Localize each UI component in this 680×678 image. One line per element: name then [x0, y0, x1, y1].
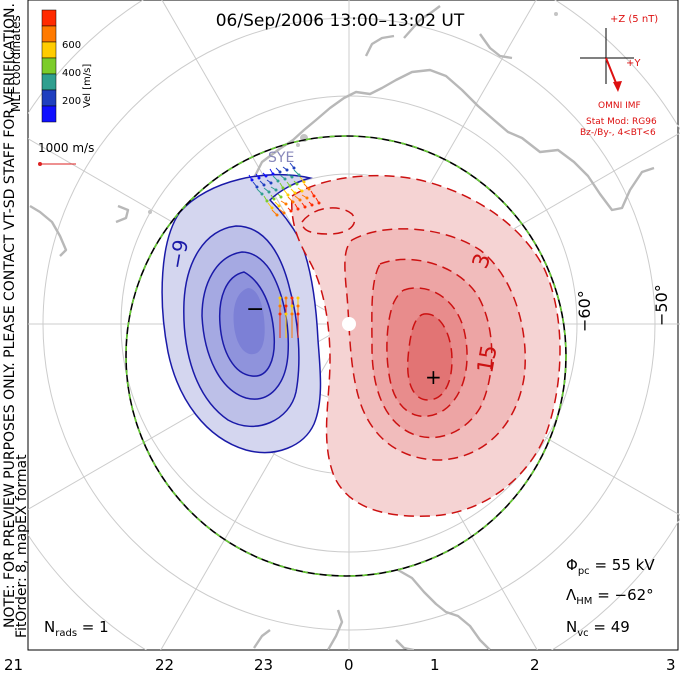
- stat-n-vc: Nvc = 49: [566, 618, 630, 639]
- velocity-vector: [279, 174, 286, 180]
- imf-clock: +Z (5 nT) +Y OMNI IMF Stat Mod: RG96 Bz-…: [580, 14, 658, 138]
- velocity-vector: [287, 196, 294, 203]
- colorbar-swatch: [41, 73, 57, 91]
- positive-contour-small: [301, 207, 356, 235]
- mlt-tick-0: 0: [344, 656, 354, 674]
- velocity-vector: [248, 174, 253, 181]
- velocity-vector: [287, 207, 292, 212]
- velocity-vector: [279, 182, 284, 189]
- velocity-vector: [290, 188, 296, 194]
- coordinates-label: MLT coordinates: [9, 15, 23, 112]
- imf-conditions: Bz-/By-, 4<BT<6: [580, 128, 656, 138]
- velocity-vector: [286, 173, 293, 178]
- reference-vector-label: 1000 m/s: [38, 141, 94, 155]
- preview-note: NOTE: FOR PREVIEW PURPOSES ONLY. PLEASE …: [2, 3, 18, 628]
- negative-contour-core: [233, 288, 265, 355]
- velocity-vector: [267, 202, 273, 209]
- velocity-vector: [299, 176, 305, 183]
- velocity-vector: [293, 169, 300, 176]
- velocity-vector: [293, 180, 298, 185]
- velocity-vector: [277, 193, 282, 198]
- velocity-vector: [301, 202, 306, 208]
- velocity-vector: [263, 187, 270, 193]
- positive-potential-cell: [291, 174, 561, 517]
- stat-phi-pc: Φpc = 55 kV: [566, 556, 655, 577]
- latitude-label-50: −50°: [652, 284, 671, 326]
- fit-note: FitOrder: 8, mapEX format: [14, 454, 30, 638]
- velocity-vector: [255, 173, 260, 179]
- imf-source: OMNI IMF: [598, 101, 641, 111]
- stats-panel: Φpc = 55 kV ΛHM = −62° Nvc = 49 Nrads = …: [44, 556, 655, 639]
- velocity-vectors: [248, 162, 321, 338]
- colorbar-swatch: [41, 89, 57, 107]
- velocity-vector: [297, 187, 303, 192]
- velocity-vector: [286, 181, 291, 187]
- colorbar-swatch: [41, 9, 57, 27]
- mlt-tick-21: 21: [4, 656, 23, 674]
- colorbar-swatch: [41, 41, 57, 59]
- velocity-vector: [272, 175, 279, 182]
- contour-label-positive-inner: 15: [473, 343, 502, 375]
- velocity-vector: [270, 186, 277, 191]
- colorbar-tick-400: 400: [62, 68, 81, 79]
- velocity-vector: [294, 203, 299, 210]
- latitude-label-60: −60°: [575, 290, 594, 332]
- velocity-vector: [301, 194, 308, 199]
- mlt-tick-2: 2: [530, 656, 540, 674]
- contour-label-negative: −9: [164, 238, 193, 271]
- velocity-colorbar: 600 400 200 Vel [m/s]: [41, 9, 93, 123]
- colorbar-tick-600: 600: [62, 40, 81, 51]
- imf-model: Stat Mod: RG96: [586, 117, 657, 127]
- velocity-vector: [283, 189, 289, 196]
- radar-label: SYE: [268, 150, 294, 166]
- velocity-vector: [252, 181, 258, 188]
- imf-bz-label: +Z (5 nT): [610, 14, 658, 25]
- plot-title: 06/Sep/2006 13:00–13:02 UT: [216, 11, 465, 31]
- colorbar-swatch: [41, 57, 57, 75]
- mlt-tick-23: 23: [254, 656, 273, 674]
- stat-n-rads: Nrads = 1: [44, 618, 109, 639]
- colorbar-label: Vel [m/s]: [82, 64, 93, 108]
- positive-contour-core: [406, 313, 453, 401]
- colorbar-swatch: [41, 25, 57, 43]
- mlt-tick-3: 3: [666, 656, 676, 674]
- velocity-vector: [270, 194, 275, 200]
- continent-outline: [29, 5, 655, 650]
- velocity-vector: [282, 166, 288, 171]
- velocity-vector: [263, 195, 268, 202]
- pole-marker: [342, 317, 356, 331]
- velocity-vector: [308, 201, 313, 206]
- velocity-vector: [303, 183, 310, 190]
- hmb-boundary-overlay: [125, 135, 567, 577]
- velocity-vector: [269, 168, 274, 175]
- min-potential-marker: −: [246, 297, 264, 322]
- velocity-vector: [274, 201, 280, 207]
- velocity-vector: [275, 167, 281, 173]
- velocity-vector: [266, 179, 272, 184]
- reference-vector: 1000 m/s: [38, 141, 94, 166]
- velocity-vector: [259, 180, 265, 186]
- imf-vector-head: [613, 81, 622, 92]
- velocity-vector: [315, 197, 320, 204]
- colorbar-swatch: [41, 105, 57, 123]
- mlt-tick-1: 1: [430, 656, 440, 674]
- velocity-vector: [271, 209, 278, 216]
- velocity-vector: [280, 200, 287, 205]
- colorbar-tick-200: 200: [62, 96, 81, 107]
- stat-lambda-hm: ΛHM = −62°: [566, 586, 654, 607]
- velocity-vector: [310, 190, 315, 197]
- velocity-vector: [294, 195, 301, 201]
- velocity-vector: [256, 188, 263, 195]
- plot-frame: [27, 0, 679, 651]
- velocity-vector: [289, 162, 295, 169]
- velocity-vector: [262, 172, 267, 177]
- mlt-axis: 21 22 23 0 1 2 3: [4, 656, 676, 674]
- velocity-vector: [278, 208, 285, 214]
- imf-by-label: +Y: [626, 58, 641, 69]
- mlt-tick-22: 22: [155, 656, 174, 674]
- negative-potential-cell: [161, 173, 322, 454]
- max-potential-marker: +: [425, 365, 442, 389]
